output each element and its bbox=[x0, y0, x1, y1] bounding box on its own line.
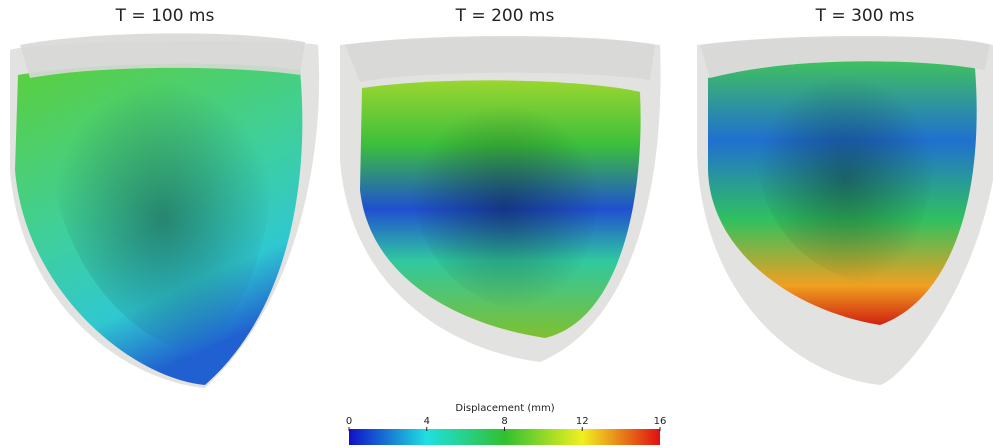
tick-label: 4 bbox=[424, 416, 430, 427]
colorbar-ticks: 0 4 8 12 16 bbox=[346, 416, 667, 431]
panel-title: T = 300 ms bbox=[815, 6, 915, 26]
heart-3 bbox=[697, 36, 993, 385]
colorbar bbox=[349, 429, 660, 445]
colorbar-label: Displacement (mm) bbox=[455, 403, 554, 414]
tick-label: 12 bbox=[576, 416, 589, 427]
panel-title: T = 100 ms bbox=[115, 6, 215, 26]
heart-2 bbox=[340, 36, 661, 362]
tick-label: 16 bbox=[654, 416, 667, 427]
page: {"panels":[{"title":"T = 100 ms"},{"titl… bbox=[0, 0, 993, 448]
figure: T = 100 ms T = 200 ms T = 300 ms Displac… bbox=[0, 0, 993, 448]
panel-title: T = 200 ms bbox=[455, 6, 555, 26]
heart-1 bbox=[10, 33, 319, 388]
tick-label: 0 bbox=[346, 416, 352, 427]
tick-label: 8 bbox=[501, 416, 507, 427]
